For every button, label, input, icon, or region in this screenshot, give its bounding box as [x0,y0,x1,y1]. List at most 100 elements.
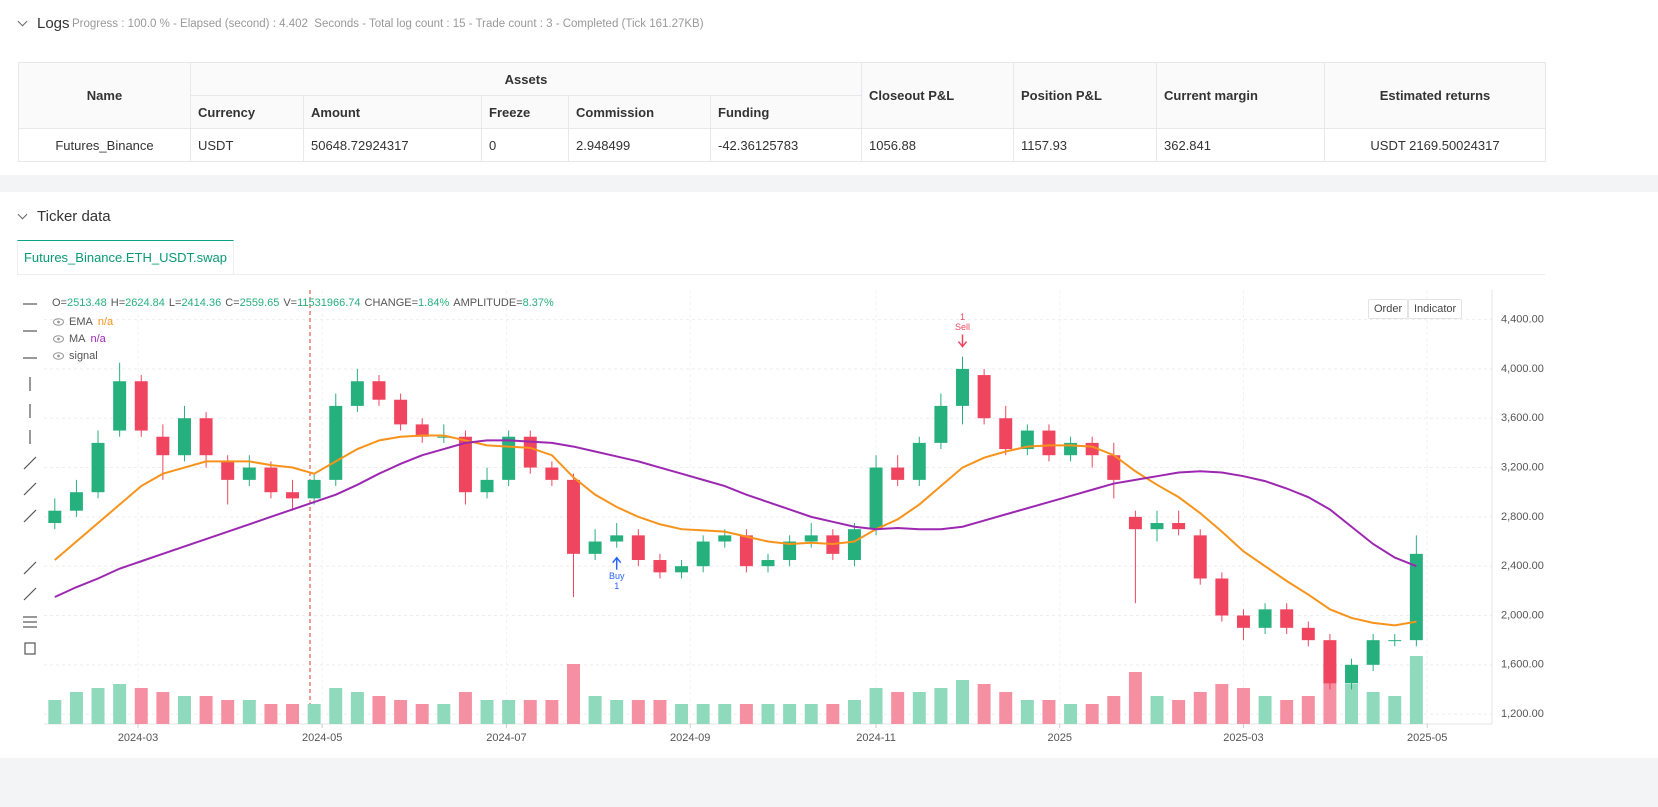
candle-body [264,467,278,493]
candle-body [999,418,1013,450]
volume-bar [1236,688,1250,724]
volume-bar [739,704,753,724]
candle-body [1258,609,1272,628]
line-series [54,439,1417,598]
candle-body [502,436,516,480]
candle-body [1128,516,1142,530]
table-cell: 2.948499 [568,128,711,162]
table-cell: 50648.72924317 [303,128,482,162]
header-cell: Commission [568,95,711,129]
candle-body [1409,553,1423,641]
volume-bar [523,700,537,724]
candle-body [156,436,170,456]
volume-bar [91,688,105,724]
candle-body [372,381,386,400]
volume-bar [999,692,1013,724]
y-tick-label: 2,800.00 [1501,511,1544,523]
candle-body [134,381,148,431]
volume-bar [264,704,278,724]
table-cell: USDT 2169.50024317 [1324,128,1546,162]
volume-bar [847,700,861,724]
order-button[interactable]: Order [1368,299,1409,319]
volume-bar [653,700,667,724]
volume-bar [415,704,429,724]
candle-body [610,535,624,542]
volume-bar [199,696,213,724]
legend-value: n/a [90,333,106,345]
legend-label: signal [69,350,98,362]
candle-body [891,467,905,480]
candle-body [1042,430,1056,456]
x-tick-label: 2024-11 [856,732,896,744]
volume-bar [869,688,883,724]
candle-body [1150,523,1164,530]
candle-body [761,560,775,567]
line-series [54,434,1417,627]
volume-bar [1280,700,1294,724]
candle-body [48,510,62,524]
info-value: 1.84% [418,297,450,309]
y-tick-label: 3,600.00 [1501,412,1544,424]
indicator-button[interactable]: Indicator [1408,299,1463,319]
info-key: H= [110,297,126,309]
volume-bar [1193,692,1207,724]
volume-bar [69,692,83,724]
ticker-title: Ticker data [37,208,111,225]
signal-count: 1 [960,312,965,322]
info-key: CHANGE= [364,297,419,309]
volume-bar [1409,656,1423,724]
legend: EMA n/a MA n/a signal [53,314,113,365]
volume-bar [588,696,602,724]
volume-bar [761,704,775,724]
volume-bar [1128,672,1142,724]
candle-body [739,535,753,567]
volume-bar [242,700,256,724]
header-cell: Currency [190,95,304,129]
logs-panel: Logs Progress : 100.0 % - Elapsed (secon… [0,0,1658,175]
volume-bar [826,704,840,724]
candle-body [199,418,213,456]
ohlc-info: O=2513.48 H=2624.84 L=2414.36 C=2559.65 V=11… [52,297,558,309]
volume-bar [1064,704,1078,724]
candle-body [934,405,948,443]
volume-bar [502,700,516,724]
volume-bar [783,704,797,724]
info-key: O= [52,297,67,309]
candle-body [1107,455,1121,480]
legend-entry: signal [53,348,113,365]
candle-body [329,405,343,480]
candle-body [956,368,969,406]
signal-count: 1 [614,581,619,591]
y-tick-label: 2,400.00 [1501,560,1544,572]
volume-bar [1301,696,1315,724]
signal-label: Buy [609,571,625,581]
candle-body [91,442,105,493]
x-tick-label: 2025-03 [1223,732,1263,744]
candle-body [437,436,451,438]
volume-bar [1215,684,1229,724]
header-cell: Closeout P&L [861,62,1014,129]
header-cell: Current margin [1156,62,1325,129]
candle-body [804,535,818,542]
candle-body [480,479,494,493]
signal-arrowhead [957,341,968,348]
info-value: 2513.48 [66,297,107,309]
signal-arrowhead [612,556,622,564]
volume-bar [977,684,991,724]
candle-body [718,535,732,542]
ticker-tab[interactable]: Futures_Binance.ETH_USDT.swap [17,240,234,275]
volume-bar [177,696,191,724]
candle-body [1366,640,1380,665]
candle-body [912,442,926,480]
legend-entry: EMA n/a [53,314,113,331]
volume-bar [113,684,127,724]
volume-bar [458,692,472,724]
y-tick-label: 4,000.00 [1501,363,1544,375]
header-cell: Amount [303,95,482,129]
candle-body [631,535,645,561]
volume-bar [891,692,905,724]
logs-status: Progress : 100.0 % - Elapsed (second) : … [72,18,704,30]
table-cell: 1056.88 [861,128,1014,162]
info-value: 11531966.74 [297,297,361,309]
